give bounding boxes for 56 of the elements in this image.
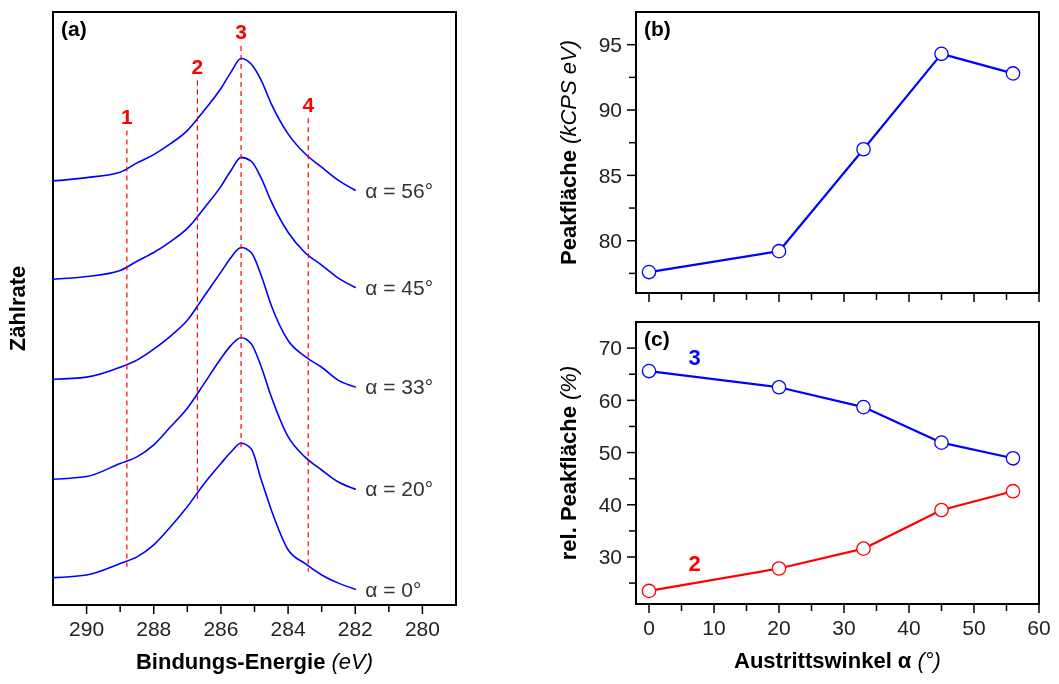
point	[934, 435, 949, 450]
series-label: α = 56°	[365, 178, 434, 202]
x-tick-label: 20	[767, 616, 791, 639]
y-tick-label: 80	[598, 229, 622, 253]
point	[856, 399, 871, 415]
x-tick-label: 30	[832, 616, 856, 639]
point	[771, 379, 787, 395]
x-tick-label: 60	[1027, 616, 1051, 639]
y-tick-label: 50	[598, 440, 622, 464]
x-tick-label: 288	[136, 617, 172, 640]
point	[1005, 450, 1021, 466]
chart-title: (a)	[61, 17, 87, 40]
y-axis-title: Zählrate	[5, 265, 30, 352]
x-axis-title: Bindungs-Energie (eV)	[135, 649, 374, 674]
x-tick-label: 290	[69, 617, 105, 640]
y-tick-label: 60	[598, 388, 622, 412]
point	[771, 561, 787, 576]
point	[1005, 483, 1021, 499]
x-tick-label: 40	[897, 616, 921, 639]
chart-title: (b)	[644, 17, 671, 40]
x-tick-label: 50	[962, 616, 986, 639]
x-tick-label: 282	[337, 617, 373, 640]
point	[856, 141, 871, 157]
x-tick-label: 10	[702, 616, 726, 639]
y-tick-label: 85	[598, 163, 622, 187]
point	[641, 264, 657, 280]
annotation: 2	[191, 54, 204, 78]
x-tick-label: 0	[643, 616, 655, 639]
x-tick-label: 280	[404, 617, 440, 640]
x-tick-label: 286	[203, 617, 239, 640]
point	[641, 583, 657, 599]
y-tick-label: 90	[598, 98, 622, 122]
point	[771, 243, 787, 259]
series-label: α = 20°	[365, 477, 434, 501]
point	[856, 541, 871, 556]
series-label: α = 0°	[365, 577, 422, 601]
point	[641, 363, 657, 379]
text: 3	[235, 20, 247, 44]
series-label: α = 45°	[365, 275, 434, 299]
y-tick-label: 40	[598, 493, 622, 517]
annotation: 4	[302, 92, 315, 116]
series-label: 2	[688, 551, 701, 577]
series-label: 3	[688, 344, 701, 370]
point	[934, 502, 949, 518]
y-axis-title: Peakfläche (kCPS eV)	[556, 40, 581, 265]
x-axis-title: Austrittswinkel α (°)	[734, 648, 941, 673]
point	[934, 46, 949, 62]
y-axis-title: rel. Peakfläche (%)	[556, 365, 581, 561]
x-tick-label: 284	[270, 617, 306, 640]
y-tick-label: 95	[598, 33, 622, 57]
annotation: 1	[121, 104, 134, 128]
y-tick-label: 70	[598, 336, 622, 360]
chart-title: (c)	[644, 327, 670, 350]
y-tick-label: 30	[598, 545, 622, 569]
point	[1005, 66, 1021, 81]
series-label: α = 33°	[365, 375, 434, 399]
